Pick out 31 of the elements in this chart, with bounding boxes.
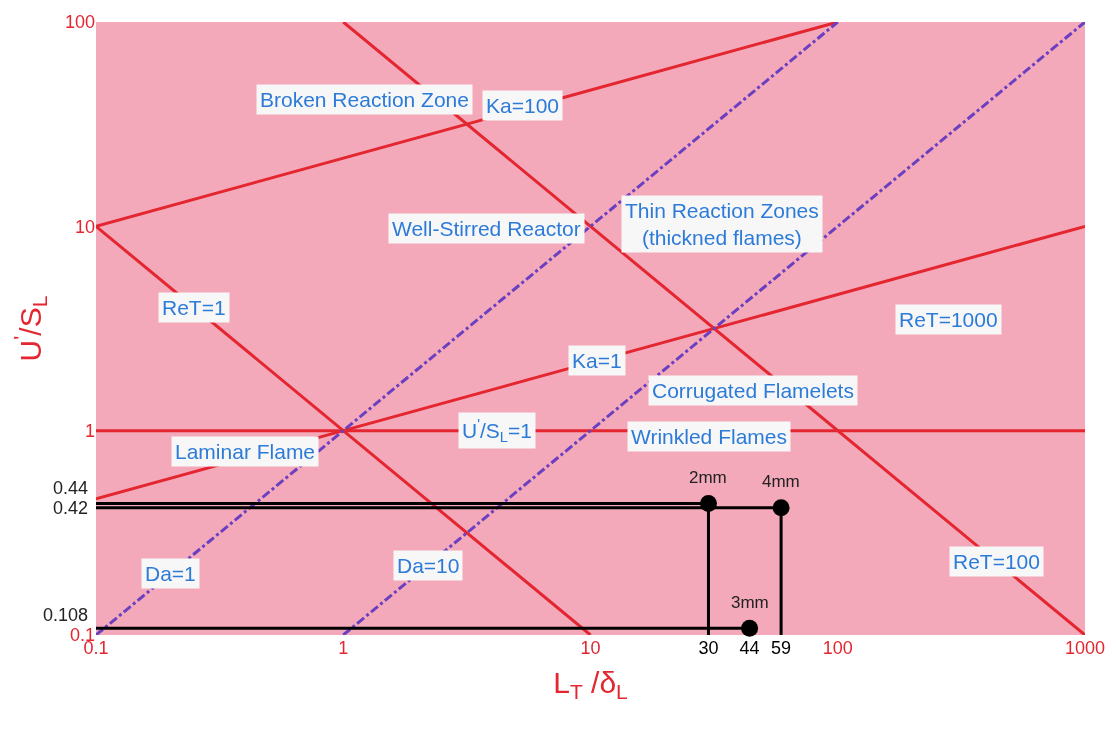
annotation: Ka=100 bbox=[486, 94, 559, 117]
x-tick-label: 100 bbox=[822, 638, 853, 658]
y-tick-label: 1 bbox=[84, 420, 95, 441]
annotation: Da=1 bbox=[145, 562, 196, 585]
annotation: Broken Reaction Zone bbox=[260, 88, 469, 111]
x-tick-label: 1000 bbox=[1064, 638, 1106, 658]
annotation: Wrinkled Flames bbox=[631, 425, 787, 448]
annotation: 2mm bbox=[689, 468, 727, 487]
x-tick-label: 1 bbox=[338, 638, 349, 658]
x-tick-label: 59 bbox=[771, 638, 792, 658]
annotation: Ka=1 bbox=[572, 349, 622, 372]
annotation: ReT=100 bbox=[953, 550, 1040, 573]
annotation: ReT=1 bbox=[162, 296, 226, 319]
y-tick-label: 10 bbox=[74, 216, 95, 237]
annotation: 4mm bbox=[762, 472, 800, 491]
x-tick-label: 30 bbox=[698, 638, 719, 658]
annotation: U$^{'}$/S$_{L}$=1 bbox=[462, 416, 532, 446]
annotation: Corrugated Flamelets bbox=[652, 379, 854, 402]
annotation: 0.44 bbox=[53, 478, 89, 498]
annotation: Laminar Flame bbox=[175, 440, 316, 463]
x-tick-label: 10 bbox=[580, 638, 601, 658]
x-axis-title: L$_{T}$ /δ$_{L}$ bbox=[553, 665, 628, 703]
annotation: 0.42 bbox=[53, 498, 89, 518]
annotation: Da=10 bbox=[397, 554, 460, 577]
x-tick-label: 44 bbox=[739, 638, 760, 658]
annotation: ReT=1000 bbox=[899, 308, 998, 331]
y-tick-label: 100 bbox=[64, 12, 95, 33]
annotation: Well-Stirred Reactor bbox=[392, 217, 581, 240]
annotation: 0.108 bbox=[43, 605, 89, 625]
annotation: 3mm bbox=[731, 593, 769, 612]
annotation: Thin Reaction Zones (thickned flames) bbox=[625, 199, 819, 250]
